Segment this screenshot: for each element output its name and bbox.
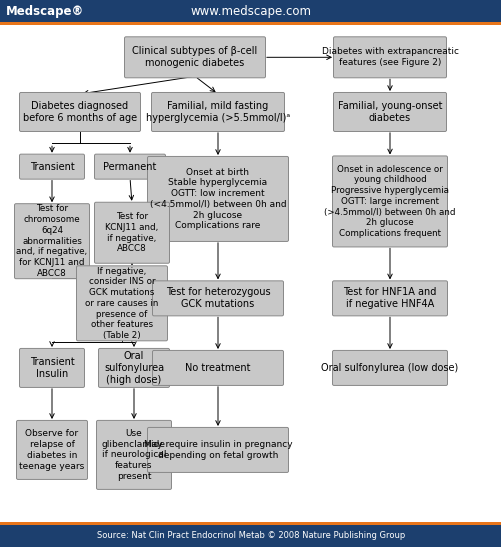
- FancyBboxPatch shape: [20, 154, 84, 179]
- Text: If negative,
consider INS or
GCK mutations
or rare causes in
presence of
other f: If negative, consider INS or GCK mutatio…: [85, 266, 158, 340]
- FancyBboxPatch shape: [98, 348, 169, 387]
- FancyBboxPatch shape: [17, 421, 87, 479]
- FancyBboxPatch shape: [147, 156, 288, 241]
- FancyBboxPatch shape: [94, 154, 165, 179]
- FancyBboxPatch shape: [20, 348, 84, 387]
- Text: Clinical subtypes of β-cell
monogenic diabetes: Clinical subtypes of β-cell monogenic di…: [132, 46, 257, 68]
- Text: No treatment: No treatment: [185, 363, 250, 373]
- Bar: [0, 0, 501, 22]
- Text: Permanent: Permanent: [103, 162, 156, 172]
- Text: Source: Nat Clin Pract Endocrinol Metab © 2008 Nature Publishing Group: Source: Nat Clin Pract Endocrinol Metab …: [97, 532, 404, 540]
- FancyBboxPatch shape: [333, 37, 445, 78]
- Text: Test for
chromosome
6q24
abnormalities
and, if negative,
for KCNJ11 and
ABCC8: Test for chromosome 6q24 abnormalities a…: [17, 205, 87, 278]
- Text: Onset in adolescence or
young childhood
Progressive hyperglycemia
OGTT: large in: Onset in adolescence or young childhood …: [324, 165, 455, 238]
- Text: Familial, mild fasting
hyperglycemia (>5.5mmol/l)ᵃ: Familial, mild fasting hyperglycemia (>5…: [146, 101, 290, 123]
- FancyBboxPatch shape: [332, 351, 446, 386]
- Text: Use
glibenclamide
if neurological
features
present: Use glibenclamide if neurological featur…: [102, 429, 166, 481]
- FancyBboxPatch shape: [152, 281, 283, 316]
- Text: Medscape®: Medscape®: [6, 4, 84, 18]
- Text: Transient
Insulin: Transient Insulin: [30, 357, 74, 379]
- Text: Oral sulfonylurea (low dose): Oral sulfonylurea (low dose): [321, 363, 458, 373]
- FancyBboxPatch shape: [20, 92, 140, 131]
- Text: Diabetes with extrapancreatic
features (see Figure 2): Diabetes with extrapancreatic features (…: [321, 48, 457, 67]
- Text: Onset at birth
Stable hyperglycemia
OGTT: low increment
(<4.5mmol/l) between 0h : Onset at birth Stable hyperglycemia OGTT…: [149, 167, 286, 230]
- Text: Test for HNF1A and
if negative HNF4A: Test for HNF1A and if negative HNF4A: [343, 287, 436, 310]
- Text: Observe for
relapse of
diabetes in
teenage years: Observe for relapse of diabetes in teena…: [20, 429, 85, 470]
- FancyBboxPatch shape: [332, 156, 446, 247]
- FancyBboxPatch shape: [152, 351, 283, 386]
- Text: Transient: Transient: [30, 162, 74, 172]
- FancyBboxPatch shape: [15, 203, 89, 278]
- FancyBboxPatch shape: [151, 92, 284, 131]
- Text: Test for
KCNJ11 and,
if negative,
ABCC8: Test for KCNJ11 and, if negative, ABCC8: [105, 212, 158, 253]
- FancyBboxPatch shape: [94, 202, 169, 263]
- Text: Oral
sulfonylurea
(high dose): Oral sulfonylurea (high dose): [104, 351, 164, 385]
- FancyBboxPatch shape: [333, 92, 445, 131]
- Bar: [0, 525, 501, 547]
- Text: Test for heterozygous
GCK mutations: Test for heterozygous GCK mutations: [165, 287, 270, 310]
- FancyBboxPatch shape: [147, 427, 288, 473]
- Text: May require insulin in pregnancy
depending on fetal growth: May require insulin in pregnancy dependi…: [143, 440, 292, 460]
- Text: Diabetes diagnosed
before 6 months of age: Diabetes diagnosed before 6 months of ag…: [23, 101, 137, 123]
- FancyBboxPatch shape: [332, 281, 446, 316]
- Text: Familial, young-onset
diabetes: Familial, young-onset diabetes: [337, 101, 441, 123]
- Text: www.medscape.com: www.medscape.com: [190, 4, 311, 18]
- FancyBboxPatch shape: [96, 421, 171, 490]
- Bar: [0, 22, 501, 25]
- FancyBboxPatch shape: [76, 266, 167, 341]
- Bar: [0, 522, 501, 525]
- FancyBboxPatch shape: [124, 37, 265, 78]
